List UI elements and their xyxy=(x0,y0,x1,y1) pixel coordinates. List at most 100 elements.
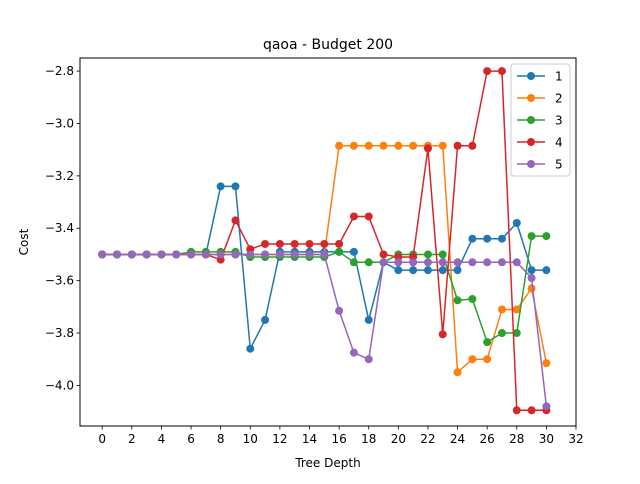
legend-label: 1 xyxy=(555,70,563,84)
x-tick-label: 2 xyxy=(128,432,136,446)
data-point xyxy=(468,141,477,150)
legend-label: 2 xyxy=(555,92,563,106)
y-axis-ticks: −4.0 −3.8 −3.6 −3.4 −3.2 −3.0 −2.8 xyxy=(45,64,80,392)
data-point xyxy=(438,250,447,259)
y-axis-label: Cost xyxy=(17,228,31,255)
data-point xyxy=(468,234,477,243)
data-point xyxy=(423,144,432,153)
legend-item: 5 xyxy=(517,158,563,172)
x-tick-label: 16 xyxy=(331,432,346,446)
data-point xyxy=(364,258,373,267)
data-point xyxy=(409,141,418,150)
data-point xyxy=(527,284,536,293)
x-tick-label: 28 xyxy=(509,432,524,446)
data-point xyxy=(409,258,418,267)
legend-label: 4 xyxy=(555,136,563,150)
legend-marker xyxy=(527,72,535,80)
data-point xyxy=(453,368,462,377)
x-tick-label: 30 xyxy=(539,432,554,446)
data-point xyxy=(231,250,240,259)
x-tick-label: 0 xyxy=(98,432,106,446)
data-point xyxy=(349,141,358,150)
data-point xyxy=(320,239,329,248)
y-tick-label: −2.8 xyxy=(45,64,74,78)
data-point xyxy=(275,250,284,259)
x-axis-label: Tree Depth xyxy=(294,456,360,470)
data-point xyxy=(364,141,373,150)
data-point xyxy=(423,266,432,275)
data-point xyxy=(98,250,107,259)
data-point xyxy=(394,258,403,267)
data-point xyxy=(542,232,551,241)
data-point xyxy=(349,258,358,267)
data-point xyxy=(349,212,358,221)
y-tick-label: −3.0 xyxy=(45,116,74,130)
data-point xyxy=(512,258,521,267)
data-point xyxy=(438,141,447,150)
x-tick-label: 12 xyxy=(272,432,287,446)
data-point xyxy=(187,250,196,259)
data-point xyxy=(290,250,299,259)
plot-frame xyxy=(79,57,577,427)
data-point xyxy=(468,294,477,303)
legend-item: 1 xyxy=(517,70,563,84)
data-point xyxy=(409,266,418,275)
legend-marker xyxy=(527,138,535,146)
legend-marker xyxy=(527,116,535,124)
data-point xyxy=(438,258,447,267)
data-point xyxy=(497,329,506,338)
data-point xyxy=(512,406,521,415)
x-tick-label: 8 xyxy=(217,432,225,446)
y-tick-label: −3.6 xyxy=(45,274,74,288)
data-point xyxy=(453,141,462,150)
x-tick-label: 32 xyxy=(568,432,583,446)
data-point xyxy=(497,67,506,76)
data-point xyxy=(172,250,181,259)
data-point xyxy=(512,329,521,338)
x-tick-label: 4 xyxy=(158,432,166,446)
data-point xyxy=(216,182,225,191)
x-tick-label: 22 xyxy=(420,432,435,446)
data-point xyxy=(497,305,506,314)
x-tick-label: 18 xyxy=(361,432,376,446)
data-point xyxy=(335,141,344,150)
data-point xyxy=(364,212,373,221)
data-point xyxy=(438,266,447,275)
x-tick-label: 24 xyxy=(450,432,465,446)
data-point xyxy=(335,247,344,256)
data-point xyxy=(231,182,240,191)
data-point xyxy=(201,250,210,259)
series-5 xyxy=(98,250,551,411)
data-point xyxy=(379,141,388,150)
data-point xyxy=(349,247,358,256)
data-point xyxy=(261,250,270,259)
x-tick-label: 6 xyxy=(187,432,195,446)
data-point xyxy=(527,274,536,283)
data-point xyxy=(483,338,492,347)
data-point xyxy=(453,258,462,267)
data-point xyxy=(335,306,344,315)
legend-label: 5 xyxy=(555,158,563,172)
data-point xyxy=(438,330,447,339)
data-point xyxy=(483,355,492,364)
data-point xyxy=(349,348,358,357)
data-point xyxy=(157,250,166,259)
x-tick-label: 26 xyxy=(480,432,495,446)
data-point xyxy=(364,315,373,324)
data-point xyxy=(305,239,314,248)
data-point xyxy=(512,305,521,314)
data-point xyxy=(497,234,506,243)
data-point xyxy=(483,234,492,243)
data-point xyxy=(394,141,403,150)
legend-item: 3 xyxy=(517,114,563,128)
data-point xyxy=(453,296,462,305)
data-point xyxy=(468,258,477,267)
data-point xyxy=(364,355,373,364)
data-point xyxy=(305,250,314,259)
legend: 1 2 3 4 5 xyxy=(510,63,571,177)
data-point xyxy=(512,219,521,228)
data-point xyxy=(423,250,432,259)
data-point xyxy=(261,239,270,248)
data-point xyxy=(320,250,329,259)
